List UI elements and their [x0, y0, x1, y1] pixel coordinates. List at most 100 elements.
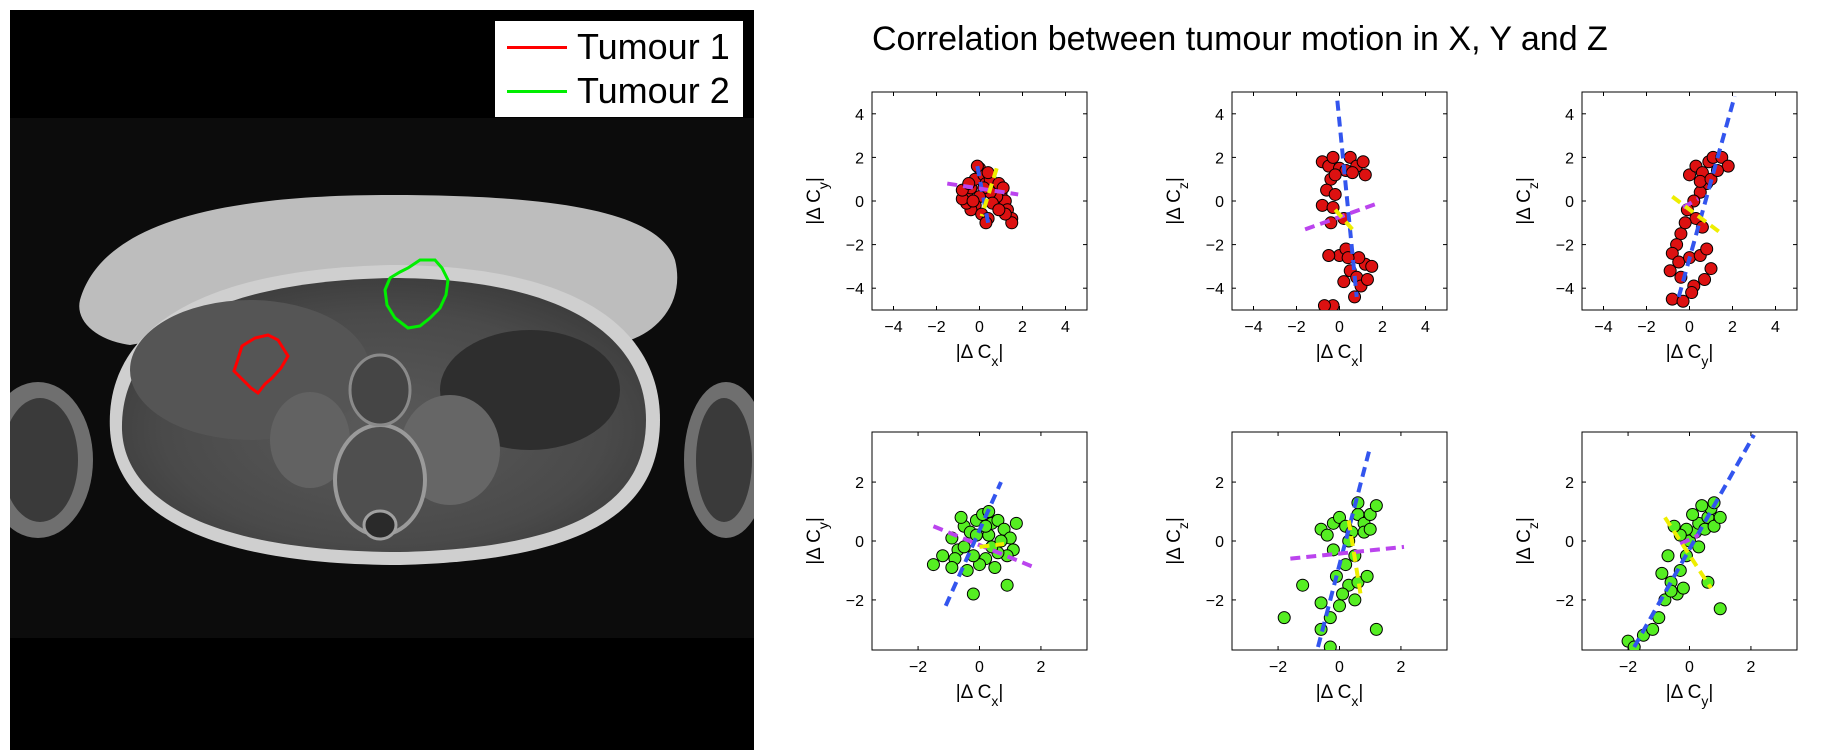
legend-label-tumour-2: Tumour 2	[577, 70, 730, 111]
plot-area	[926, 481, 1036, 607]
y-tick-label: 2	[855, 150, 864, 167]
y-tick-label: −4	[846, 281, 864, 298]
fit-line-2	[1679, 533, 1700, 546]
x-tick-label: 2	[1378, 319, 1387, 336]
y-tick-label: 2	[1565, 475, 1574, 492]
legend-label-tumour-1: Tumour 1	[577, 26, 730, 67]
x-axis-label: |Δ Cx|	[956, 342, 1004, 369]
left-arm-inner	[10, 398, 78, 522]
data-point	[1323, 640, 1337, 650]
scatter-plot-3: −4 −2 0 2 4 4 2 0 −2 −4 |Δ Cy| |Δ Cz|	[1514, 91, 1798, 369]
plot-frame	[1231, 431, 1448, 651]
data-point	[1365, 259, 1379, 273]
x-tick-label: 2	[1036, 659, 1045, 676]
y-tick-label: 4	[1215, 107, 1224, 124]
fit-line-1	[1335, 100, 1359, 298]
x-tick-label: 0	[1685, 319, 1694, 336]
data-point	[1369, 499, 1383, 513]
tumour-2-contour	[383, 258, 450, 330]
scatter-plot-1: −4 −2 0 2 4 4 2 0 −2 −4 |Δ Cx| |Δ Cy|	[804, 91, 1088, 369]
data-point	[1698, 272, 1712, 286]
data-point	[1337, 275, 1351, 289]
data-point	[1322, 249, 1336, 262]
data-point	[966, 587, 980, 601]
y-tick-label: −2	[1206, 238, 1224, 255]
y-tick-label: −2	[1556, 238, 1574, 255]
data-point	[1296, 578, 1310, 592]
data-point	[1693, 174, 1707, 188]
fit-line-2	[1290, 544, 1405, 561]
data-point	[945, 561, 959, 575]
plot-area	[1621, 433, 1756, 650]
data-point	[1360, 272, 1374, 286]
y-axis-label: |Δ Cz|	[1164, 517, 1191, 565]
fit-line-1	[943, 481, 1003, 607]
y-tick-label: 2	[1215, 150, 1224, 167]
kidney-right	[270, 392, 350, 488]
data-point	[957, 540, 971, 554]
x-tick-label: 2	[1728, 319, 1737, 336]
x-tick-label: 4	[1061, 319, 1070, 336]
x-tick-label: −4	[884, 319, 902, 336]
data-point	[1315, 198, 1329, 212]
data-point	[1345, 166, 1359, 180]
x-tick-label: −2	[1637, 319, 1655, 336]
data-point	[936, 549, 950, 563]
fit-line-3	[1671, 195, 1723, 236]
data-point	[1678, 216, 1692, 230]
x-tick-label: −2	[927, 319, 945, 336]
y-axis-label: |Δ Cz|	[1164, 177, 1191, 225]
data-point	[926, 558, 940, 572]
data-point	[1686, 507, 1700, 521]
x-axis-label: |Δ Cx|	[956, 682, 1004, 709]
y-tick-label: 0	[855, 534, 864, 551]
data-point	[1326, 150, 1340, 164]
y-axis-label: |Δ Cz|	[1514, 177, 1541, 225]
x-tick-label: 0	[975, 319, 984, 336]
tumour-1-contour	[232, 333, 290, 396]
fit-line-2	[946, 181, 1019, 197]
data-point	[1707, 519, 1721, 533]
plot-frame	[871, 431, 1088, 651]
plot-area	[1663, 95, 1737, 308]
y-tick-label: 2	[1215, 475, 1224, 492]
y-tick-label: 0	[1565, 534, 1574, 551]
x-axis-label: |Δ Cy|	[1666, 342, 1714, 369]
x-tick-label: 0	[1685, 659, 1694, 676]
y-tick-label: 0	[1565, 194, 1574, 211]
data-point	[1356, 155, 1370, 169]
data-point	[1676, 581, 1690, 595]
data-point	[1333, 599, 1346, 613]
data-point	[1674, 227, 1688, 241]
y-tick-label: 4	[1565, 107, 1574, 124]
x-tick-label: 2	[1018, 319, 1027, 336]
legend-item-tumour-1: Tumour 1	[507, 26, 730, 67]
data-point	[973, 558, 986, 572]
plot-area	[946, 159, 1019, 230]
right-arm-inner	[696, 398, 752, 522]
data-point	[1363, 522, 1377, 536]
fit-line-1	[1676, 95, 1737, 298]
y-tick-label: −2	[846, 238, 864, 255]
data-point	[1695, 499, 1709, 513]
y-tick-label: 4	[855, 107, 864, 124]
plot-area	[1277, 446, 1405, 650]
x-tick-label: 4	[1421, 319, 1430, 336]
scatter-plot-5: −2 0 2 2 0 −2 |Δ Cx| |Δ Cz|	[1164, 431, 1448, 709]
x-tick-label: −2	[1287, 319, 1305, 336]
x-tick-label: 4	[1771, 319, 1780, 336]
x-tick-label: −2	[1619, 659, 1637, 676]
y-tick-label: −2	[1206, 593, 1224, 610]
data-point	[1358, 168, 1372, 182]
data-point	[1665, 292, 1679, 306]
data-point	[1336, 587, 1350, 601]
data-point	[1665, 246, 1679, 260]
data-point	[1277, 611, 1291, 625]
legend: Tumour 1 Tumour 2	[494, 20, 744, 118]
data-point	[1360, 569, 1374, 583]
fit-line-3	[979, 541, 1005, 549]
vertebral-body	[348, 353, 412, 427]
data-point	[991, 513, 1005, 527]
data-point	[1713, 510, 1727, 524]
